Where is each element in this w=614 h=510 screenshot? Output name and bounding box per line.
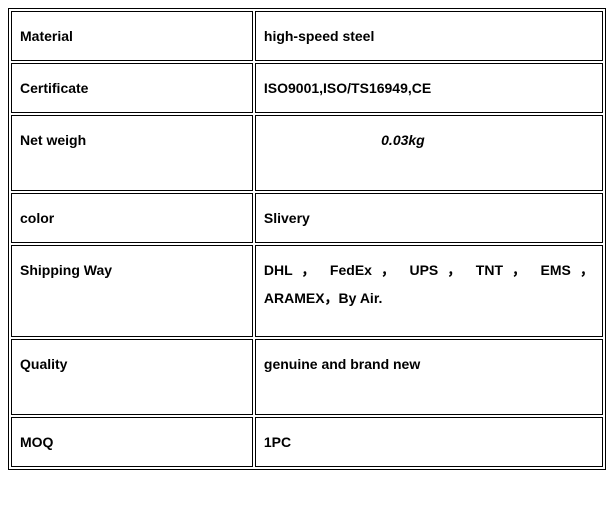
- label-moq: MOQ: [11, 417, 253, 467]
- value-netweigh: 0.03kg: [255, 115, 603, 191]
- label-material: Material: [11, 11, 253, 61]
- spec-table: Material high-speed steel Certificate IS…: [8, 8, 606, 470]
- value-quality: genuine and brand new: [255, 339, 603, 415]
- value-color: Slivery: [255, 193, 603, 243]
- label-quality: Quality: [11, 339, 253, 415]
- value-moq: 1PC: [255, 417, 603, 467]
- label-netweigh: Net weigh: [11, 115, 253, 191]
- value-material: high-speed steel: [255, 11, 603, 61]
- label-shipping: Shipping Way: [11, 245, 253, 337]
- value-certificate: ISO9001,ISO/TS16949,CE: [255, 63, 603, 113]
- value-shipping: DHL ， FedEx ， UPS ， TNT ， EMS ， ARAMEX，B…: [255, 245, 603, 337]
- table-row: Quality genuine and brand new: [11, 339, 603, 415]
- table-row: color Slivery: [11, 193, 603, 243]
- table-row: Material high-speed steel: [11, 11, 603, 61]
- table-row: Shipping Way DHL ， FedEx ， UPS ， TNT ， E…: [11, 245, 603, 337]
- label-color: color: [11, 193, 253, 243]
- table-row: MOQ 1PC: [11, 417, 603, 467]
- label-certificate: Certificate: [11, 63, 253, 113]
- table-row: Certificate ISO9001,ISO/TS16949,CE: [11, 63, 603, 113]
- table-row: Net weigh 0.03kg: [11, 115, 603, 191]
